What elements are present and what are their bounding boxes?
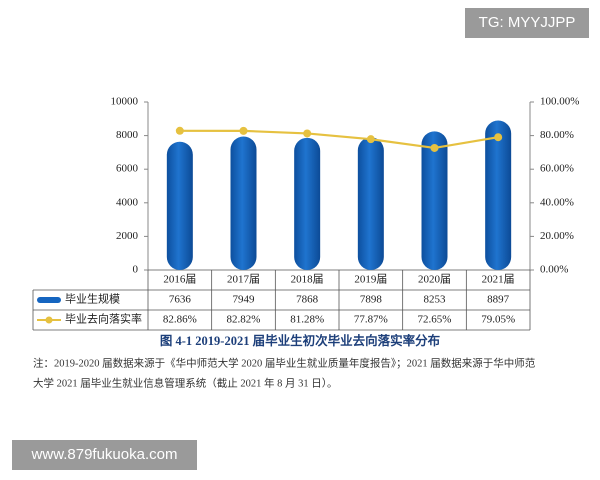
table-value: 77.87% bbox=[354, 314, 388, 326]
bar bbox=[294, 137, 321, 270]
legend-swatch bbox=[37, 297, 61, 303]
y-tick-label: 4000 bbox=[116, 196, 139, 208]
table-value: 7868 bbox=[296, 294, 319, 306]
y2-tick-label: 80.00% bbox=[540, 129, 574, 141]
note-line: 注：2019-2020 届数据来源于《华中师范大学 2020 届毕业生就业质量年… bbox=[33, 356, 536, 369]
x-tick-label: 2019届 bbox=[354, 273, 387, 286]
table-value: 8897 bbox=[487, 294, 510, 306]
legend-swatch bbox=[45, 316, 53, 324]
legend-label: 毕业去向落实率 bbox=[65, 312, 142, 326]
table-value: 81.28% bbox=[290, 314, 324, 326]
y2-tick-label: 20.00% bbox=[540, 230, 574, 242]
table-value: 82.86% bbox=[163, 314, 197, 326]
table-value: 7949 bbox=[233, 294, 256, 306]
y-tick-label: 8000 bbox=[116, 129, 139, 141]
table-value: 82.82% bbox=[227, 314, 261, 326]
line-marker bbox=[239, 126, 248, 135]
x-tick-label: 2016届 bbox=[163, 273, 196, 286]
line-marker bbox=[366, 135, 375, 144]
table-value: 8253 bbox=[424, 294, 447, 306]
watermark: www.879fukuoka.com bbox=[12, 440, 197, 470]
y2-tick-label: 60.00% bbox=[540, 163, 574, 175]
x-tick-label: 2018届 bbox=[291, 273, 324, 286]
bar bbox=[357, 137, 384, 270]
y2-tick-label: 0.00% bbox=[540, 264, 568, 276]
watermark: TG: MYYJJPP bbox=[465, 8, 589, 38]
y2-tick-label: 40.00% bbox=[540, 196, 574, 208]
table-value: 7636 bbox=[169, 294, 192, 306]
x-tick-label: 2021届 bbox=[482, 273, 515, 286]
y-tick-label: 0 bbox=[133, 264, 139, 276]
table-value: 79.05% bbox=[481, 314, 515, 326]
line-marker bbox=[303, 129, 312, 138]
y2-tick-label: 100.00% bbox=[540, 96, 579, 108]
bar bbox=[421, 131, 448, 270]
x-tick-label: 2017届 bbox=[227, 273, 260, 286]
note-line: 大学 2021 届毕业生就业信息管理系统（截止 2021 年 8 月 31 日）… bbox=[33, 376, 338, 389]
bar bbox=[485, 120, 512, 271]
chart-title: 图 4-1 2019-2021 届毕业生初次毕业去向落实率分布 bbox=[160, 333, 441, 348]
line-marker bbox=[175, 126, 184, 135]
y-tick-label: 10000 bbox=[111, 96, 139, 108]
bar bbox=[166, 141, 193, 270]
y-tick-label: 6000 bbox=[116, 163, 139, 175]
table-value: 72.65% bbox=[418, 314, 452, 326]
line-marker bbox=[494, 133, 503, 142]
line-marker bbox=[430, 143, 439, 152]
table-value: 7898 bbox=[360, 294, 383, 306]
x-tick-label: 2020届 bbox=[418, 273, 451, 286]
legend-label: 毕业生规模 bbox=[65, 292, 120, 306]
y-tick-label: 2000 bbox=[116, 230, 139, 242]
bar bbox=[230, 136, 257, 270]
line bbox=[179, 129, 499, 150]
